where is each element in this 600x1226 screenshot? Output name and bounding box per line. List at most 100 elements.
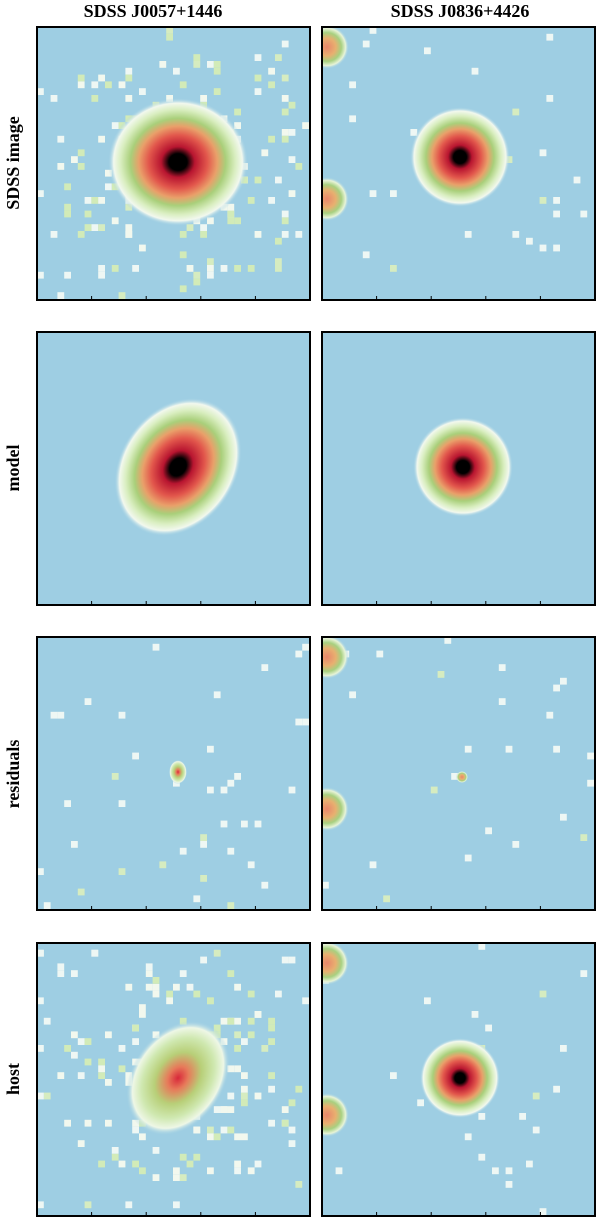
noise-pixel (539, 1208, 547, 1215)
halo-pixel (234, 122, 241, 129)
noise-pixel (268, 197, 275, 204)
noise-pixel (349, 81, 356, 89)
noise-pixel (241, 820, 248, 828)
halo-pixel (139, 1004, 146, 1011)
noise-pixel (118, 800, 126, 807)
noise-pixel (118, 711, 126, 719)
noise-pixel (335, 1167, 343, 1175)
noise-pixel (281, 231, 289, 238)
halo-pixel (166, 33, 173, 41)
row-label: host (3, 1063, 23, 1095)
noise-pixel (111, 122, 119, 129)
halo-pixel (281, 217, 289, 225)
noise-pixel (471, 1011, 479, 1018)
halo-pixel (77, 163, 85, 170)
noise-pixel (478, 943, 486, 950)
noise-pixel (410, 129, 418, 136)
noise-pixel (118, 1045, 126, 1052)
halo-pixel (139, 1011, 146, 1018)
noise-pixel (424, 47, 431, 55)
noise-pixel (288, 129, 296, 136)
noise-pixel (111, 773, 119, 780)
noise-pixel (587, 752, 594, 760)
halo-pixel (105, 1079, 112, 1086)
halo-pixel (254, 1011, 262, 1018)
halo-pixel (77, 1140, 85, 1147)
noise-pixel (125, 1201, 133, 1209)
noise-pixel (77, 1072, 85, 1079)
noise-pixel (281, 74, 289, 82)
noise-pixel (193, 61, 201, 68)
noise-pixel (573, 176, 581, 184)
noise-pixel (580, 834, 588, 841)
halo-pixel (288, 101, 296, 109)
noise-pixel (275, 176, 282, 184)
noise-pixel (37, 997, 44, 1005)
noise-pixel (444, 637, 452, 644)
halo-pixel (152, 990, 160, 998)
noise-pixel (539, 149, 547, 157)
panel-content (37, 332, 310, 605)
noise-pixel (498, 664, 506, 671)
noise-pixel (152, 1147, 160, 1154)
panel-frame (321, 331, 596, 606)
noise-pixel (37, 88, 44, 95)
noise-pixel (553, 684, 560, 692)
halo-pixel (234, 217, 241, 225)
image-panel (321, 331, 596, 606)
halo-pixel (77, 81, 85, 89)
halo-pixel (213, 61, 221, 68)
noise-pixel (64, 800, 71, 807)
halo-pixel (268, 1017, 275, 1025)
halo-pixel (227, 1065, 235, 1073)
noise-pixel (132, 265, 139, 272)
halo-pixel (220, 1017, 228, 1025)
row-label: residuals (3, 740, 23, 809)
halo-pixel (193, 278, 201, 286)
noise-pixel (207, 258, 214, 265)
noise-pixel (37, 190, 44, 197)
noise-pixel (77, 1038, 85, 1045)
noise-pixel (207, 1126, 214, 1134)
noise-pixel (57, 711, 65, 719)
halo-pixel (64, 1045, 71, 1052)
halo-pixel (173, 1174, 180, 1181)
noise-pixel (539, 990, 547, 998)
halo-pixel (111, 217, 119, 225)
noise-pixel (417, 1099, 424, 1107)
halo-pixel (179, 285, 187, 293)
halo-pixel (200, 231, 207, 238)
halo-pixel (179, 1017, 187, 1025)
noise-pixel (526, 237, 533, 245)
halo-pixel (254, 176, 262, 184)
halo-pixel (132, 1119, 139, 1127)
noise-pixel (471, 67, 479, 75)
image-panel (36, 331, 311, 606)
halo-pixel (213, 67, 221, 75)
halo-pixel (234, 1133, 241, 1141)
halo-pixel (213, 1133, 221, 1141)
halo-pixel (179, 251, 187, 259)
halo-pixel (234, 108, 241, 116)
noise-pixel (43, 1017, 51, 1025)
halo-pixel (91, 197, 99, 204)
halo-pixel (57, 1072, 65, 1079)
noise-pixel (254, 54, 262, 61)
halo-pixel (105, 169, 112, 177)
noise-pixel (281, 40, 289, 48)
source-blob (413, 417, 513, 517)
noise-pixel (281, 210, 289, 218)
noise-pixel (71, 970, 78, 977)
noise-pixel (227, 847, 235, 855)
column-title: SDSS J0836+4426 (391, 1, 530, 21)
noise-pixel (560, 1045, 567, 1052)
halo-pixel (281, 108, 289, 116)
source-blob (322, 943, 349, 985)
noise-pixel (234, 1031, 241, 1039)
noise-pixel (132, 1126, 139, 1134)
halo-pixel (84, 224, 92, 231)
noise-pixel (57, 970, 65, 977)
noise-pixel (464, 745, 472, 753)
halo-pixel (268, 81, 275, 89)
